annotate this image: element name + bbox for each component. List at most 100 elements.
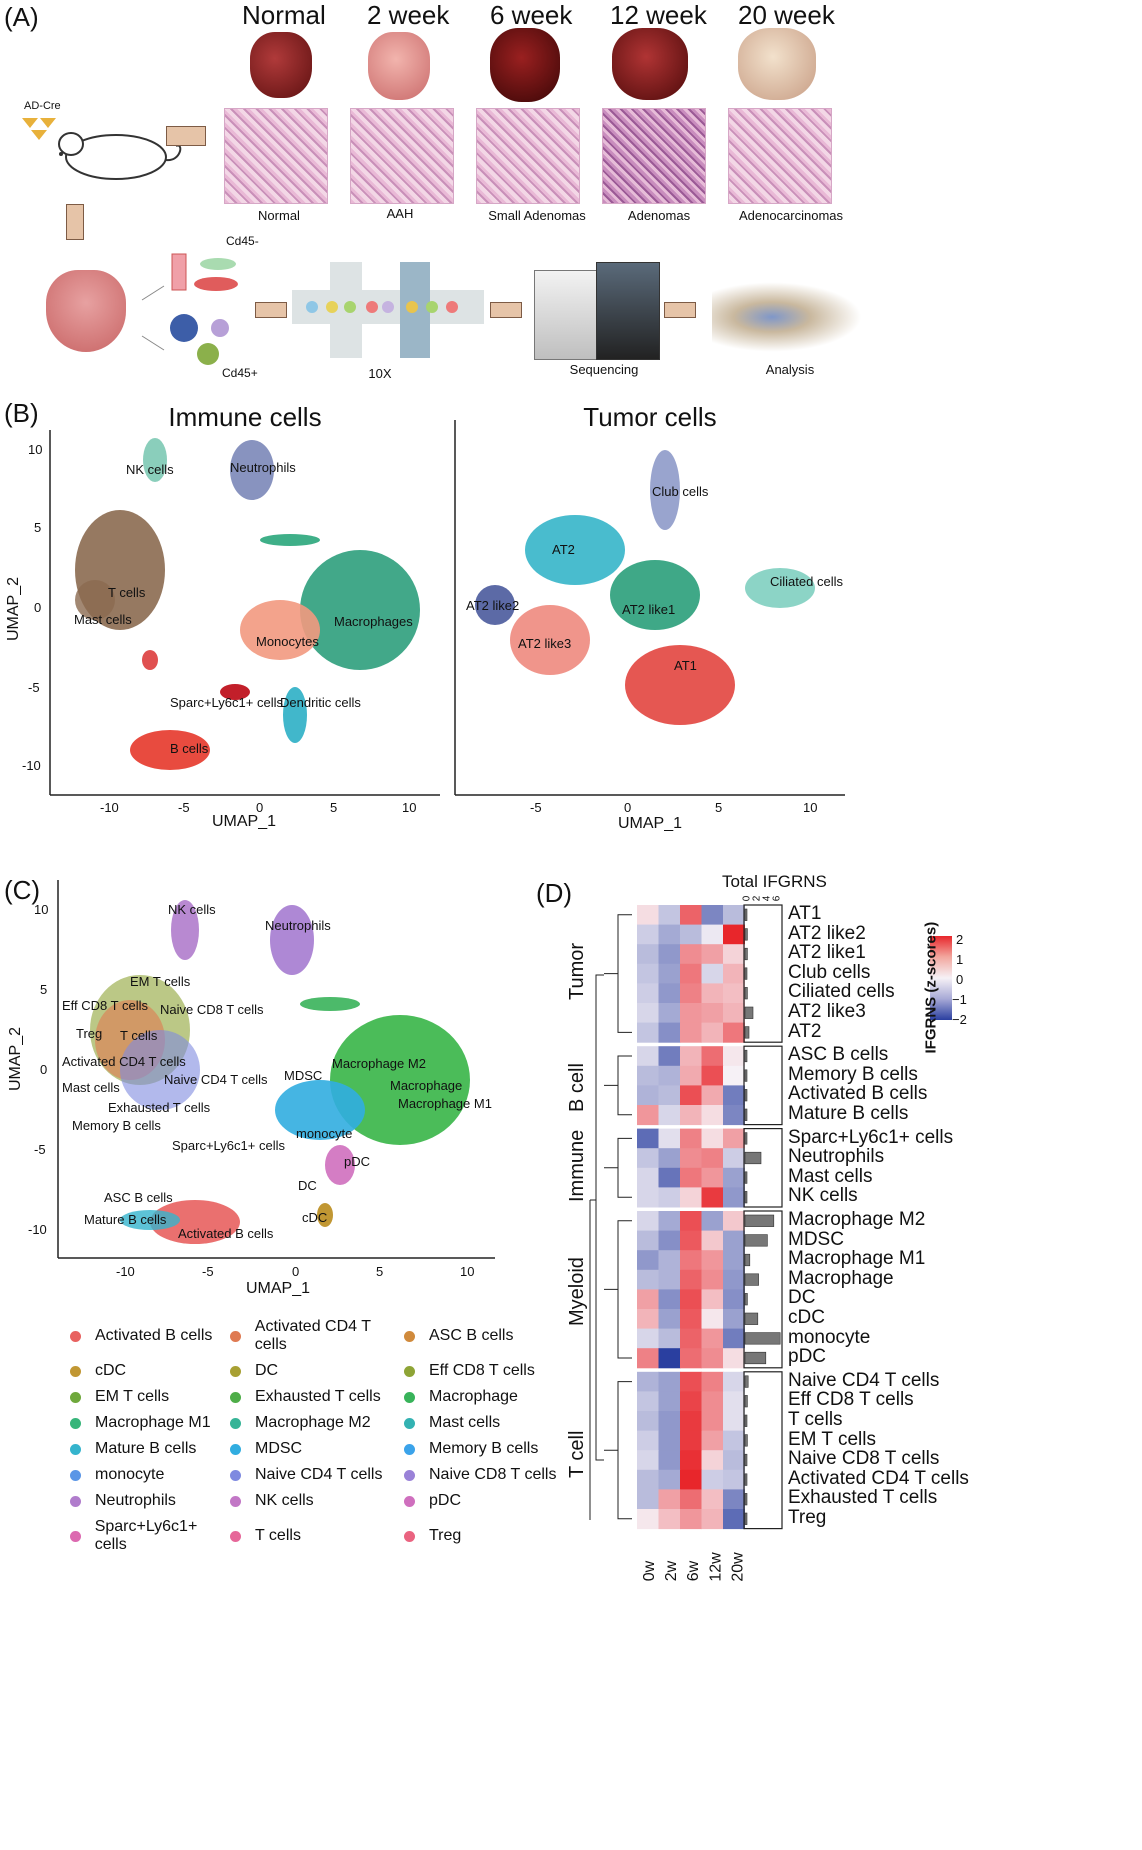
dendrogram-branch <box>604 1220 632 1359</box>
legend-item: T cells <box>230 1518 404 1554</box>
c-cluster-mdsc: MDSC <box>284 1068 323 1083</box>
b-xtick-m10: -10 <box>100 800 119 815</box>
heatmap-cell <box>637 1148 659 1169</box>
heatmap-cell <box>680 1167 702 1188</box>
legend-label: Activated B cells <box>95 1327 213 1344</box>
heatmap-cell <box>723 1085 745 1106</box>
heatmap-cell <box>701 1450 724 1471</box>
arrow-cells-to-10x <box>255 302 287 318</box>
heatmap-cell <box>680 1348 702 1369</box>
legend-label: cDC <box>95 1362 127 1379</box>
zscore-tick-m2: −2 <box>952 1012 967 1027</box>
heatmap-cell <box>658 1250 681 1271</box>
c-ytick-m10: -10 <box>28 1222 47 1237</box>
legend-label: pDC <box>429 1492 462 1509</box>
heatmap-cell <box>701 1085 724 1106</box>
c-cluster-nk: NK cells <box>168 902 216 917</box>
heatmap-cell <box>701 905 724 926</box>
histology-small-adenomas <box>476 108 580 204</box>
legend-item: Exhausted T cells <box>230 1388 404 1406</box>
total-ifgrns-box <box>743 1371 783 1530</box>
c-cluster-macrophage-m1: Macrophage M1 <box>398 1096 492 1111</box>
legend-label: MDSC <box>255 1440 303 1457</box>
total-ifgrns-bar <box>744 1414 748 1427</box>
total-ifgrns-bar <box>744 1089 748 1102</box>
c-xtick-0: 0 <box>292 1264 300 1279</box>
heatmap-cell <box>723 1230 745 1251</box>
legend-item: Macrophage <box>404 1388 574 1406</box>
heatmap-cell <box>701 1230 724 1251</box>
heatmap-cell <box>637 1085 659 1106</box>
heatmap-cell <box>701 924 724 945</box>
total-ifgrns-bar <box>744 1191 748 1204</box>
histology-adenocarcinomas <box>728 108 832 204</box>
c-cluster-dc: DC <box>298 1178 317 1193</box>
heatmap-row-label: Exhausted T cells <box>788 1487 938 1509</box>
heatmap-cell <box>680 1085 702 1106</box>
legend-label: Macrophage <box>429 1388 518 1405</box>
heatmap-row-label: Activated CD4 T cells <box>788 1467 969 1489</box>
umap-combined-plot <box>57 880 495 1259</box>
dendrogram-branch <box>604 1137 632 1198</box>
heatmap-cell <box>680 1065 702 1086</box>
total-ifgrns-bar <box>744 1351 767 1365</box>
heatmap-cell <box>658 905 681 926</box>
panel-b-ylabel: UMAP_2 <box>5 576 23 642</box>
heatmap-cell <box>637 1430 659 1451</box>
heatmap-cell <box>680 1128 702 1149</box>
c-ytick-5: 5 <box>40 982 48 997</box>
b-ytick-5: 5 <box>34 520 42 535</box>
heatmap-cell <box>658 1348 681 1369</box>
sequencer-tower <box>596 262 660 360</box>
histology-normal <box>224 108 328 204</box>
heatmap-cell <box>680 1309 702 1330</box>
total-ifgrns-bar <box>744 1332 781 1345</box>
lung-photo-20week <box>738 28 816 100</box>
zscore-tick-1: 1 <box>956 952 964 967</box>
heatmap-cell <box>723 1489 745 1510</box>
legend-item: Activated B cells <box>70 1318 230 1354</box>
total-ifgrns-bar <box>744 1214 775 1227</box>
legend-label: Mature B cells <box>95 1440 197 1457</box>
heatmap-cell <box>637 1022 659 1043</box>
heatmap-cell <box>680 1391 702 1412</box>
heatmap-row-label: Naive CD4 T cells <box>788 1369 940 1391</box>
c-cluster-exhausted: Exhausted T cells <box>108 1100 211 1115</box>
heatmap-row-label: Naive CD8 T cells <box>788 1448 940 1470</box>
heatmap-row-label: ASC B cells <box>788 1044 889 1066</box>
b-cluster-at2like2: AT2 like2 <box>466 598 520 613</box>
total-ifgrns-bar <box>744 1151 762 1165</box>
dendrogram-branch <box>604 1055 632 1116</box>
b-right-xtick-0: 0 <box>624 800 632 815</box>
legend-label: Memory B cells <box>429 1440 539 1457</box>
heatmap-cell <box>658 1046 681 1067</box>
heatmap-cell <box>658 1187 681 1208</box>
group-label-bcell: B cell <box>566 1063 588 1112</box>
heatmap-row-label: Eff CD8 T cells <box>788 1389 914 1411</box>
legend-label: Macrophage M2 <box>255 1414 371 1431</box>
legend-item: Naive CD8 T cells <box>404 1466 574 1484</box>
heatmap-cell <box>658 1105 681 1126</box>
c-xtick-10: 10 <box>460 1264 475 1279</box>
legend-color-dot <box>404 1417 415 1429</box>
legend-item: Macrophage M2 <box>230 1414 404 1432</box>
heatmap-cell <box>680 1187 702 1208</box>
heatmap-cell <box>701 1065 724 1086</box>
heatmap-cell <box>658 1289 681 1310</box>
b-cluster-neutrophils: Neutrophils <box>230 460 296 475</box>
heatmap-cell <box>701 1430 724 1451</box>
legend-item: Mast cells <box>404 1414 574 1432</box>
stage-12week: 12 week <box>610 0 707 30</box>
heatmap-cell <box>723 1430 745 1451</box>
heatmap-cell <box>658 944 681 965</box>
sequencer-illustration <box>534 270 602 360</box>
legend-color-dot <box>404 1530 415 1542</box>
heatmap-cell <box>723 905 745 926</box>
legend-color-dot <box>70 1443 81 1455</box>
heatmap-cell <box>723 1371 745 1392</box>
analysis-label: Analysis <box>765 362 815 377</box>
arrow-sequencer-to-analysis <box>664 302 696 318</box>
total-ifgrns-box <box>743 1128 783 1208</box>
col-2w: 2w <box>663 1560 681 1582</box>
heatmap-cell <box>723 1187 745 1208</box>
